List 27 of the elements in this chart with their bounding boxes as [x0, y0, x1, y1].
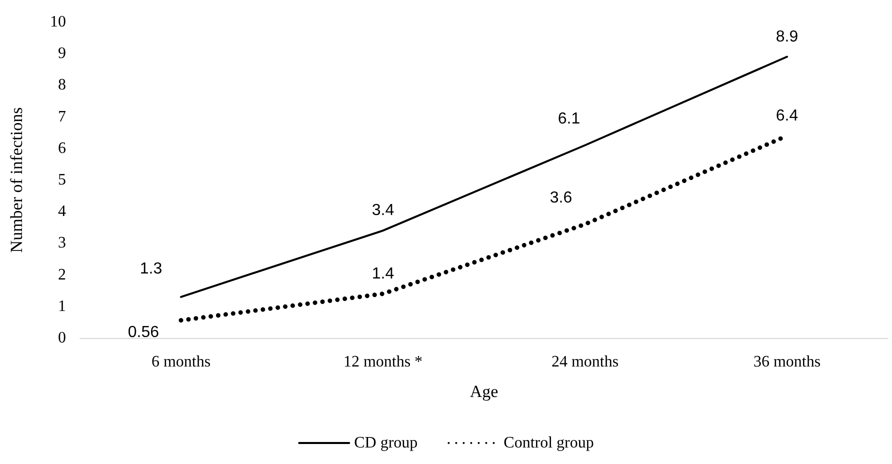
y-tick-label: 0: [58, 330, 66, 346]
y-tick-label: 3: [58, 234, 66, 252]
y-tick-label: 2: [58, 266, 66, 284]
y-tick-label: 7: [58, 108, 66, 126]
data-label: 1.3: [140, 260, 162, 278]
x-tick-label: 12 months *: [343, 354, 423, 370]
y-tick-label: 4: [58, 203, 66, 220]
x-tick-label: 6 months: [151, 354, 211, 370]
data-label: 1.4: [372, 265, 394, 282]
y-axis-title: Number of infections: [7, 107, 26, 253]
legend-label: CD group: [354, 434, 418, 452]
data-label: 3.4: [372, 202, 394, 220]
x-tick-label: 24 months: [551, 354, 619, 370]
data-label: 8.9: [776, 28, 798, 46]
y-tick-label: 5: [58, 172, 66, 188]
x-tick-label: 36 months: [753, 354, 821, 370]
x-axis-title: Age: [470, 382, 498, 401]
y-tick-label: 9: [58, 45, 66, 62]
y-tick-label: 1: [58, 298, 66, 315]
y-tick-label: 8: [58, 76, 66, 94]
data-label: 0.56: [128, 324, 160, 341]
data-label: 3.6: [550, 190, 572, 207]
y-tick-label: 10: [50, 14, 66, 30]
data-label: 6.4: [776, 107, 798, 124]
data-label: 6.1: [558, 110, 580, 128]
legend-label: Control group: [504, 434, 594, 452]
y-tick-label: 6: [58, 140, 66, 157]
